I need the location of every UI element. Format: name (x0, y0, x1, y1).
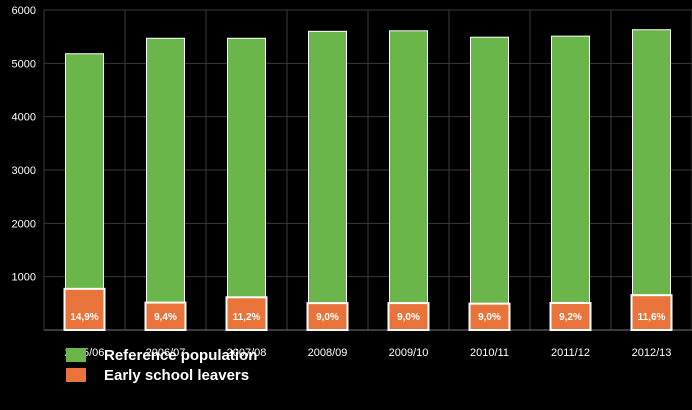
legend-item-reference-population: Reference population (66, 346, 257, 364)
bar-early-school-leavers (387, 302, 430, 332)
data-label: 9,4% (154, 312, 177, 323)
x-tick-label: 2006/07 (146, 347, 186, 359)
x-tick-label: 2009/10 (389, 347, 429, 359)
legend-label-reference: Reference population (104, 346, 258, 364)
legend-item-early-school-leavers: Early school leavers (66, 366, 257, 384)
x-tick-label: 2008/09 (308, 347, 348, 359)
legend-label-leavers: Early school leavers (104, 366, 250, 384)
bar-reference-population (308, 30, 347, 331)
y-tick-label: 5000 (12, 58, 36, 70)
bar-early-school-leavers (549, 301, 592, 331)
bar-early-school-leavers (144, 301, 187, 332)
chart-legend: Reference population Early school leaver… (66, 346, 257, 386)
bar-reference-population (146, 37, 185, 331)
x-tick-label: 2011/12 (551, 347, 590, 359)
y-tick-label: 4000 (12, 112, 36, 124)
data-label: 14,9% (70, 312, 98, 323)
y-tick-label: 2000 (12, 218, 36, 230)
bar-chart: 10002000300040005000600014,9%2005/069,4%… (12, 5, 692, 359)
legend-swatch-leavers (66, 368, 86, 382)
bar-early-school-leavers (306, 302, 349, 331)
x-tick-label: 2010/11 (470, 347, 509, 359)
y-tick-label: 3000 (12, 165, 36, 177)
bar-early-school-leavers (468, 302, 511, 331)
data-label: 11,6% (638, 312, 666, 323)
x-tick-label: 2012/13 (632, 347, 672, 359)
x-tick-label: 2007/08 (227, 347, 267, 359)
y-tick-label: 6000 (12, 5, 36, 17)
bar-early-school-leavers (63, 287, 106, 331)
data-label: 9,0% (316, 312, 339, 323)
bar-reference-population (65, 53, 104, 331)
bar-reference-population (632, 29, 671, 331)
bar-reference-population (551, 35, 590, 331)
data-label: 11,2% (233, 312, 261, 323)
bar-early-school-leavers (225, 296, 268, 332)
legend-swatch-reference (66, 348, 86, 362)
bar-reference-population (227, 37, 266, 331)
data-label: 9,2% (559, 312, 582, 323)
bar-reference-population (470, 36, 509, 331)
bar-early-school-leavers (630, 294, 673, 332)
bar-reference-population (389, 30, 428, 331)
y-tick-label: 1000 (12, 272, 36, 284)
data-label: 9,0% (478, 312, 501, 323)
data-label: 9,0% (397, 312, 420, 323)
